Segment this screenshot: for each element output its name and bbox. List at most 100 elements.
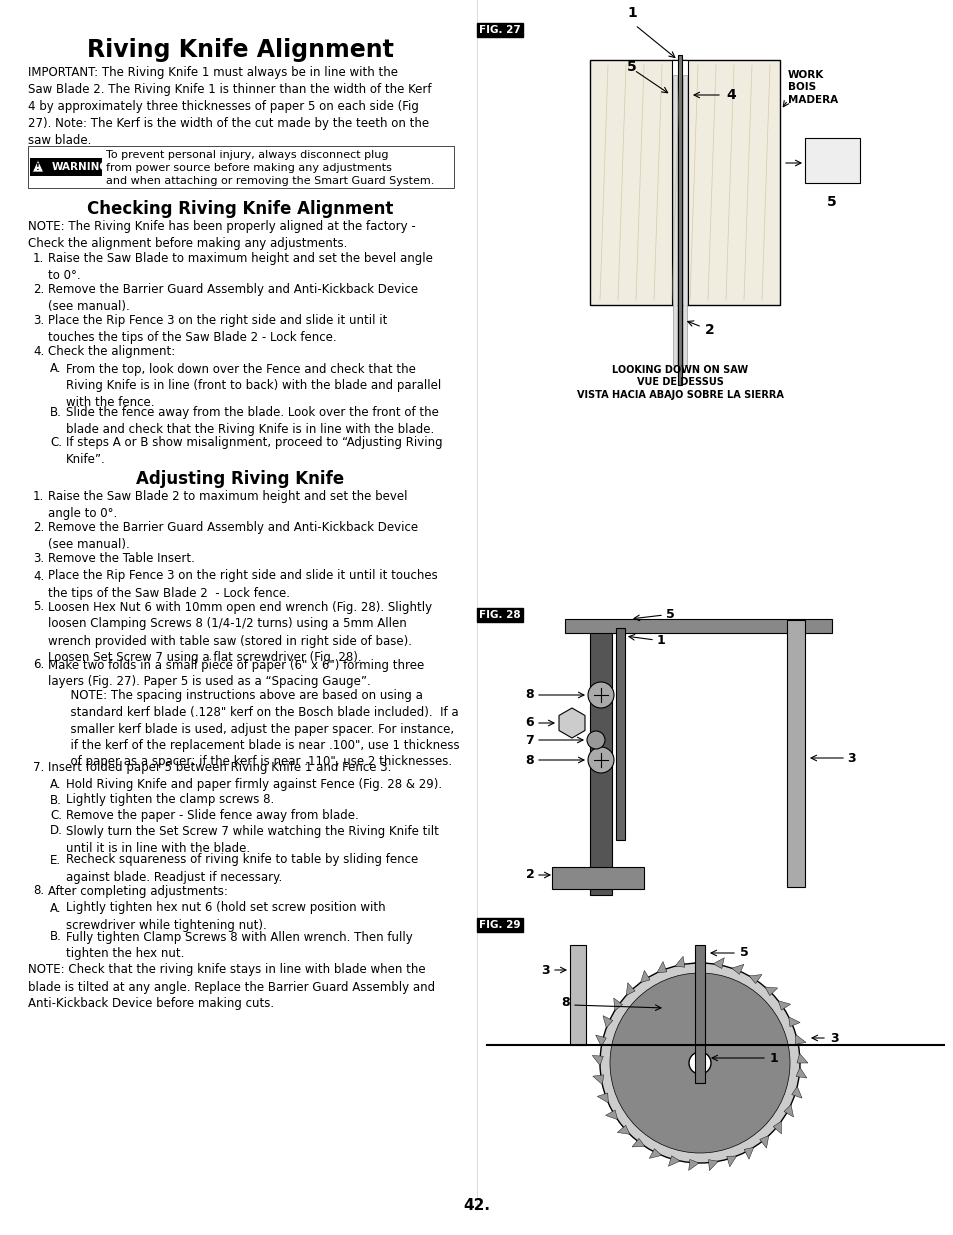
Text: WORK
BOIS
MADERA: WORK BOIS MADERA	[787, 70, 838, 105]
Polygon shape	[786, 620, 804, 887]
Text: 8: 8	[560, 997, 569, 1009]
Text: D.: D.	[50, 825, 63, 837]
FancyBboxPatch shape	[30, 158, 102, 177]
Text: If steps A or B show misalignment, proceed to “Adjusting Riving
Knife”.: If steps A or B show misalignment, proce…	[66, 436, 442, 466]
Polygon shape	[772, 1121, 781, 1134]
Polygon shape	[788, 1016, 800, 1026]
Text: Recheck squareness of riving knife to table by sliding fence
against blade. Read: Recheck squareness of riving knife to ta…	[66, 853, 417, 883]
Text: Remove the Table Insert.: Remove the Table Insert.	[48, 552, 194, 564]
Polygon shape	[592, 1074, 603, 1084]
Polygon shape	[569, 945, 585, 1045]
Polygon shape	[688, 1160, 699, 1171]
Text: B.: B.	[50, 794, 62, 806]
Circle shape	[609, 973, 789, 1153]
Text: FIG. 29: FIG. 29	[478, 920, 520, 930]
Polygon shape	[589, 61, 780, 305]
Text: 8: 8	[525, 753, 534, 767]
Text: A.: A.	[50, 902, 61, 914]
Text: 42.: 42.	[463, 1198, 490, 1213]
Polygon shape	[682, 75, 686, 366]
Polygon shape	[657, 962, 666, 973]
Text: Fully tighten Clamp Screws 8 with Allen wrench. Then fully
tighten the hex nut.: Fully tighten Clamp Screws 8 with Allen …	[66, 930, 413, 961]
Text: 7.: 7.	[33, 761, 44, 774]
Polygon shape	[564, 619, 831, 634]
Text: B.: B.	[50, 930, 62, 944]
Text: 2.: 2.	[33, 283, 44, 296]
Polygon shape	[764, 987, 777, 995]
Text: 5.: 5.	[33, 600, 44, 614]
Text: LOOKING DOWN ON SAW
VUE DE DESSUS
VISTA HACIA ABAJO SOBRE LA SIERRA: LOOKING DOWN ON SAW VUE DE DESSUS VISTA …	[576, 366, 782, 400]
Polygon shape	[589, 620, 612, 895]
Circle shape	[587, 747, 614, 773]
Polygon shape	[558, 708, 584, 739]
Text: Checking Riving Knife Alignment: Checking Riving Knife Alignment	[87, 200, 393, 219]
Text: Remove the Barrier Guard Assembly and Anti-Kickback Device
(see manual).: Remove the Barrier Guard Assembly and An…	[48, 283, 417, 312]
Polygon shape	[671, 61, 687, 305]
Text: B.: B.	[50, 406, 62, 419]
Text: !: !	[36, 163, 40, 173]
Polygon shape	[759, 1135, 768, 1149]
Text: 5: 5	[826, 195, 836, 209]
Text: NOTE: The Riving Knife has been properly aligned at the factory -
Check the alig: NOTE: The Riving Knife has been properly…	[28, 220, 416, 249]
Text: 5: 5	[665, 609, 674, 621]
Polygon shape	[552, 867, 643, 889]
Polygon shape	[748, 974, 761, 983]
Text: FIG. 28: FIG. 28	[478, 610, 520, 620]
Text: Remove the paper - Slide fence away from blade.: Remove the paper - Slide fence away from…	[66, 809, 358, 823]
Circle shape	[696, 1058, 703, 1067]
Text: C.: C.	[50, 809, 62, 823]
Polygon shape	[678, 56, 681, 385]
Polygon shape	[783, 1104, 793, 1116]
Text: 3.: 3.	[33, 314, 44, 327]
Text: A.: A.	[50, 363, 61, 375]
Polygon shape	[597, 1093, 608, 1103]
Text: Check the alignment:: Check the alignment:	[48, 345, 175, 358]
Circle shape	[599, 963, 800, 1163]
Text: After completing adjustments:: After completing adjustments:	[48, 884, 228, 898]
Text: A.: A.	[50, 778, 61, 790]
Text: Insert folded paper 5 between Riving Knife 1 and Fence 3.: Insert folded paper 5 between Riving Kni…	[48, 761, 391, 774]
Text: Raise the Saw Blade 2 to maximum height and set the bevel
angle to 0°.: Raise the Saw Blade 2 to maximum height …	[48, 490, 407, 520]
Text: Slide the fence away from the blade. Look over the front of the
blade and check : Slide the fence away from the blade. Loo…	[66, 406, 438, 436]
Text: 4.: 4.	[33, 569, 44, 583]
Text: Loosen Hex Nut 6 with 10mm open end wrench (Fig. 28). Slightly
loosen Clamping S: Loosen Hex Nut 6 with 10mm open end wren…	[48, 600, 432, 664]
Polygon shape	[791, 1087, 801, 1098]
Text: IMPORTANT: The Riving Knife 1 must always be in line with the
Saw Blade 2. The R: IMPORTANT: The Riving Knife 1 must alway…	[28, 65, 431, 147]
Text: Riving Knife Alignment: Riving Knife Alignment	[87, 38, 393, 62]
Polygon shape	[632, 1139, 644, 1147]
Circle shape	[587, 682, 614, 708]
Polygon shape	[625, 983, 635, 995]
Circle shape	[688, 1052, 710, 1074]
Text: 8: 8	[525, 688, 534, 701]
Polygon shape	[795, 1067, 806, 1078]
Polygon shape	[795, 1035, 805, 1045]
Polygon shape	[726, 1156, 736, 1167]
Text: WARNING: WARNING	[52, 162, 109, 172]
Text: Place the Rip Fence 3 on the right side and slide it until it
touches the tips o: Place the Rip Fence 3 on the right side …	[48, 314, 387, 345]
Text: 3: 3	[540, 963, 550, 977]
Text: E.: E.	[50, 853, 61, 867]
Text: 4: 4	[725, 88, 735, 103]
Text: 2: 2	[525, 868, 534, 882]
Text: Adjusting Riving Knife: Adjusting Riving Knife	[135, 471, 344, 488]
Text: To prevent personal injury, always disconnect plug
from power source before maki: To prevent personal injury, always disco…	[106, 149, 434, 185]
Text: NOTE: The spacing instructions above are based on using a
      standard kerf bl: NOTE: The spacing instructions above are…	[48, 689, 459, 768]
Text: 3: 3	[829, 1031, 838, 1045]
Text: 2.: 2.	[33, 521, 44, 534]
Polygon shape	[595, 1035, 606, 1046]
Polygon shape	[778, 1000, 790, 1010]
Text: FIG. 27: FIG. 27	[478, 25, 520, 35]
Text: 1: 1	[656, 634, 664, 646]
Text: 1.: 1.	[33, 490, 44, 503]
Polygon shape	[616, 629, 624, 840]
Polygon shape	[708, 1160, 718, 1171]
Polygon shape	[675, 956, 684, 967]
Text: 8.: 8.	[33, 884, 44, 898]
Polygon shape	[668, 1156, 679, 1166]
Polygon shape	[693, 955, 703, 966]
Text: 5: 5	[740, 946, 748, 960]
Polygon shape	[605, 1110, 617, 1120]
Polygon shape	[743, 1147, 753, 1160]
Text: Raise the Saw Blade to maximum height and set the bevel angle
to 0°.: Raise the Saw Blade to maximum height an…	[48, 252, 433, 282]
Polygon shape	[613, 998, 622, 1010]
